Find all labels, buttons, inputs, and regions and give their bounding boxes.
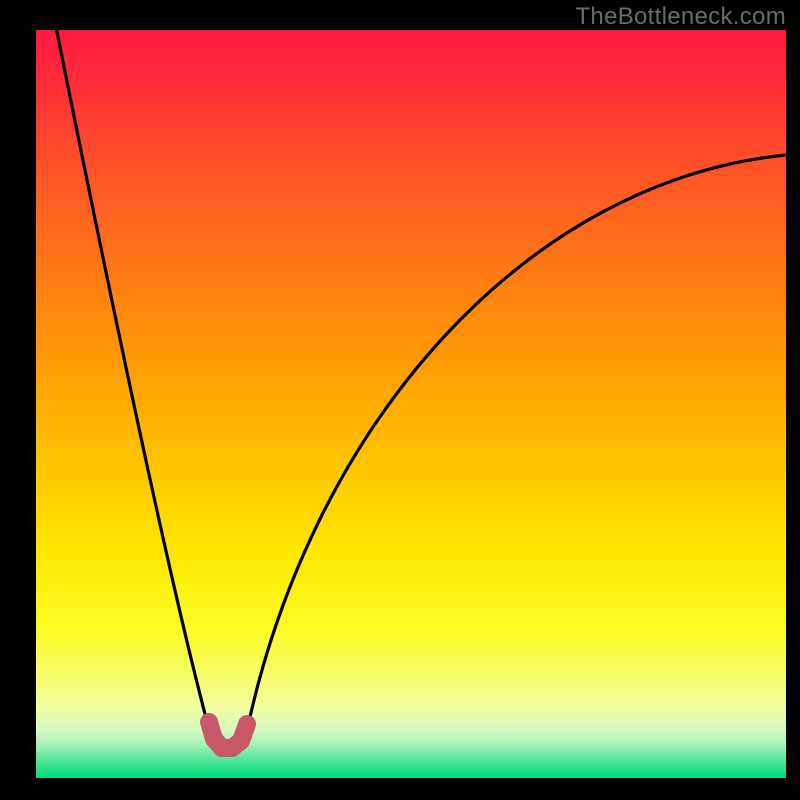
curve-bottom-marker — [209, 722, 247, 748]
chart-stage: TheBottleneck.com — [0, 0, 800, 800]
curve-layer — [0, 0, 800, 800]
curve-left — [55, 22, 212, 740]
curve-right — [245, 155, 786, 740]
watermark-text: TheBottleneck.com — [575, 3, 786, 31]
